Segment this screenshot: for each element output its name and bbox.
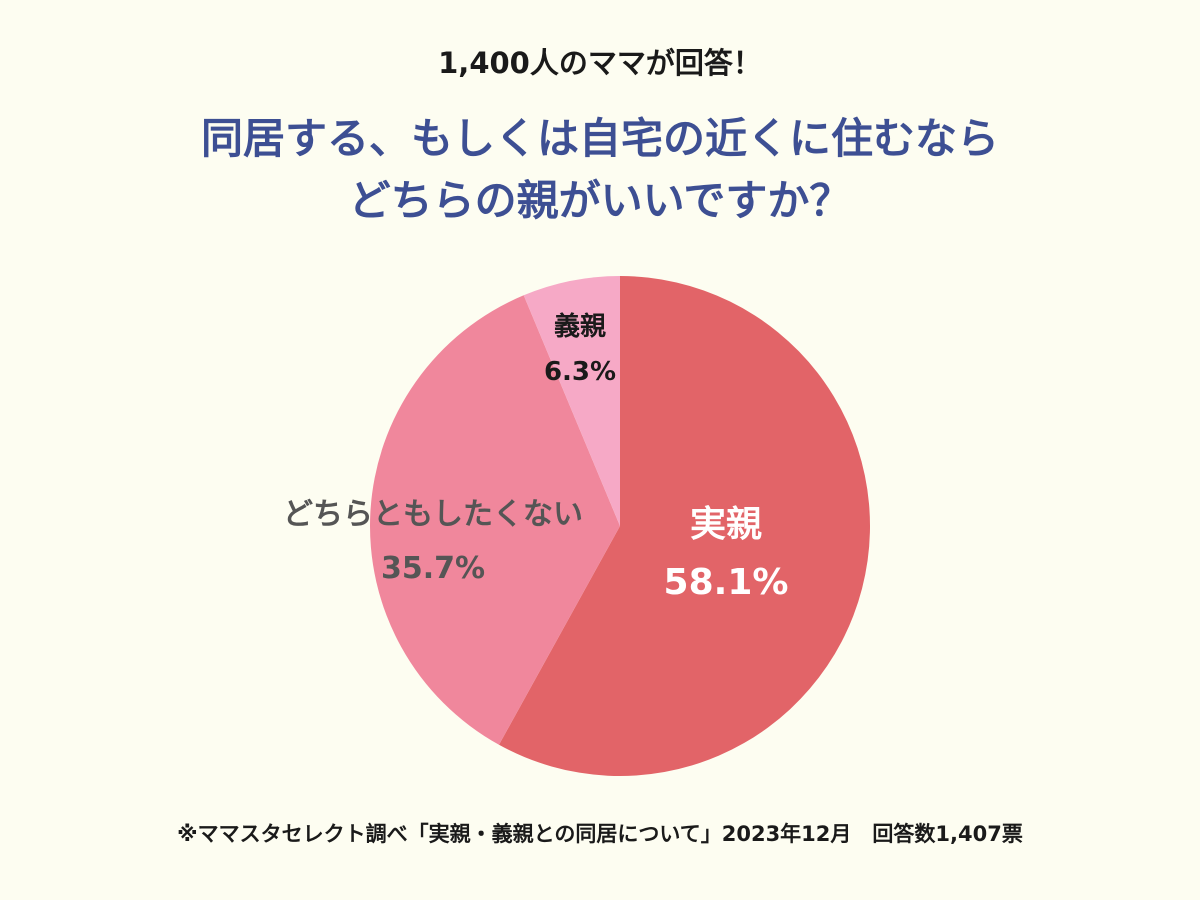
slice-label-3: 義親 [554,312,606,342]
slice-value-1: 58.1% [664,562,789,603]
pie-labels: 実親 58.1% どちらともしたくない 35.7% 義親 6.3% [283,312,788,603]
chart-title-line2: どちらの親がいいですか？ [348,176,852,225]
slice-value-3: 6.3% [544,357,616,387]
chart-title-line1: 同居する、もしくは自宅の近くに住むなら [200,114,999,163]
source-footnote: ※ママスタセレクト調べ「実親・義親との同居について」2023年12月 回答数1,… [177,822,1023,846]
slice-value-2: 35.7% [381,551,485,586]
chart-supertitle: 1,400人のママが回答！ [438,46,762,80]
pie-slice-1 [498,276,870,776]
pie-slice-3 [523,276,620,526]
slice-label-1: 実親 [690,504,762,545]
pie-slices [370,276,870,776]
pie-slice-2 [370,295,620,745]
slice-label-2: どちらともしたくない [283,497,583,532]
chart-title: 同居する、もしくは自宅の近くに住むなら どちらの親がいいですか？ [0,108,1200,232]
